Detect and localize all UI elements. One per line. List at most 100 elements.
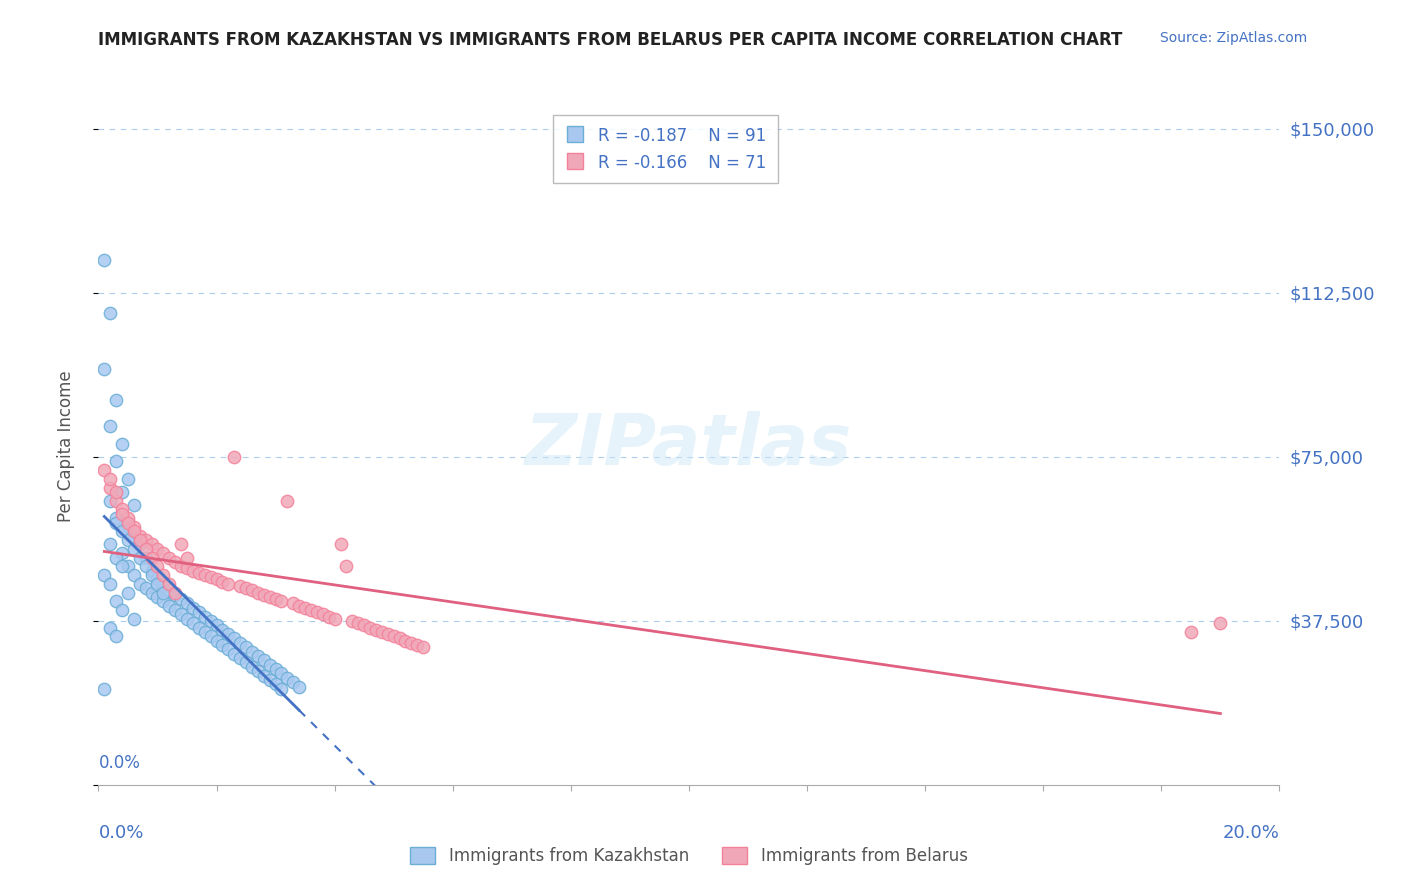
Point	[211, 623, 233, 637]
Point	[412, 640, 434, 655]
Point	[98, 472, 121, 486]
Point	[117, 559, 139, 574]
Point	[401, 636, 423, 650]
Point	[299, 603, 322, 617]
Point	[276, 493, 298, 508]
Point	[146, 576, 169, 591]
Point	[135, 541, 157, 556]
Point	[1180, 624, 1202, 639]
Point	[205, 618, 228, 632]
Point	[122, 541, 145, 556]
Point	[111, 507, 134, 521]
Point	[152, 546, 174, 560]
Point	[141, 537, 163, 551]
Point	[105, 550, 128, 565]
Point	[294, 600, 316, 615]
Point	[135, 533, 157, 547]
Point	[128, 550, 150, 565]
Point	[93, 681, 115, 696]
Point	[235, 581, 257, 595]
Point	[288, 599, 311, 613]
Point	[253, 653, 276, 667]
Point	[165, 603, 187, 617]
Point	[98, 305, 121, 319]
Point	[111, 437, 134, 451]
Point	[194, 568, 217, 582]
Point	[170, 559, 193, 574]
Point	[165, 555, 187, 569]
Point	[157, 550, 180, 565]
Point	[217, 576, 239, 591]
Point	[270, 681, 292, 696]
Point	[347, 616, 370, 631]
Point	[170, 537, 193, 551]
Point	[229, 651, 252, 665]
Point	[122, 524, 145, 539]
Point	[235, 640, 257, 655]
Point	[141, 550, 163, 565]
Point	[364, 623, 387, 637]
Point	[98, 419, 121, 434]
Point	[224, 450, 246, 464]
Point	[353, 618, 375, 632]
Point	[105, 484, 128, 499]
Point	[342, 614, 364, 628]
Point	[146, 559, 169, 574]
Point	[176, 561, 198, 575]
Point	[117, 533, 139, 547]
Point	[98, 537, 121, 551]
Point	[111, 524, 134, 539]
Point	[283, 597, 305, 611]
Point	[181, 600, 204, 615]
Point	[93, 362, 115, 376]
Point	[128, 576, 150, 591]
Point	[246, 665, 269, 679]
Point	[235, 656, 257, 670]
Text: ZIPatlas: ZIPatlas	[526, 411, 852, 481]
Point	[111, 546, 134, 560]
Text: IMMIGRANTS FROM KAZAKHSTAN VS IMMIGRANTS FROM BELARUS PER CAPITA INCOME CORRELAT: IMMIGRANTS FROM KAZAKHSTAN VS IMMIGRANTS…	[98, 31, 1123, 49]
Point	[229, 636, 252, 650]
Point	[187, 620, 209, 634]
Point	[224, 647, 246, 661]
Point	[359, 620, 381, 634]
Point	[176, 612, 198, 626]
Point	[165, 585, 187, 599]
Point	[122, 568, 145, 582]
Point	[200, 570, 222, 584]
Text: 20.0%: 20.0%	[1223, 824, 1279, 842]
Point	[253, 668, 276, 682]
Point	[128, 529, 150, 543]
Point	[117, 585, 139, 599]
Point	[240, 660, 263, 674]
Point	[246, 585, 269, 599]
Point	[157, 599, 180, 613]
Point	[382, 629, 405, 643]
Point	[93, 253, 115, 268]
Point	[211, 574, 233, 589]
Point	[371, 624, 394, 639]
Point	[406, 638, 429, 652]
Point	[377, 627, 399, 641]
Text: Source: ZipAtlas.com: Source: ZipAtlas.com	[1160, 31, 1308, 45]
Point	[135, 559, 157, 574]
Point	[105, 629, 128, 643]
Point	[111, 502, 134, 516]
Point	[259, 590, 281, 604]
Point	[217, 627, 239, 641]
Point	[98, 493, 121, 508]
Point	[211, 638, 233, 652]
Point	[93, 463, 115, 477]
Point	[170, 592, 193, 607]
Point	[229, 579, 252, 593]
Point	[146, 573, 169, 587]
Point	[1209, 616, 1232, 631]
Point	[122, 529, 145, 543]
Point	[105, 493, 128, 508]
Point	[146, 590, 169, 604]
Point	[135, 550, 157, 565]
Point	[259, 673, 281, 687]
Point	[259, 657, 281, 672]
Y-axis label: Per Capita Income: Per Capita Income	[56, 370, 75, 522]
Text: 0.0%: 0.0%	[98, 755, 141, 772]
